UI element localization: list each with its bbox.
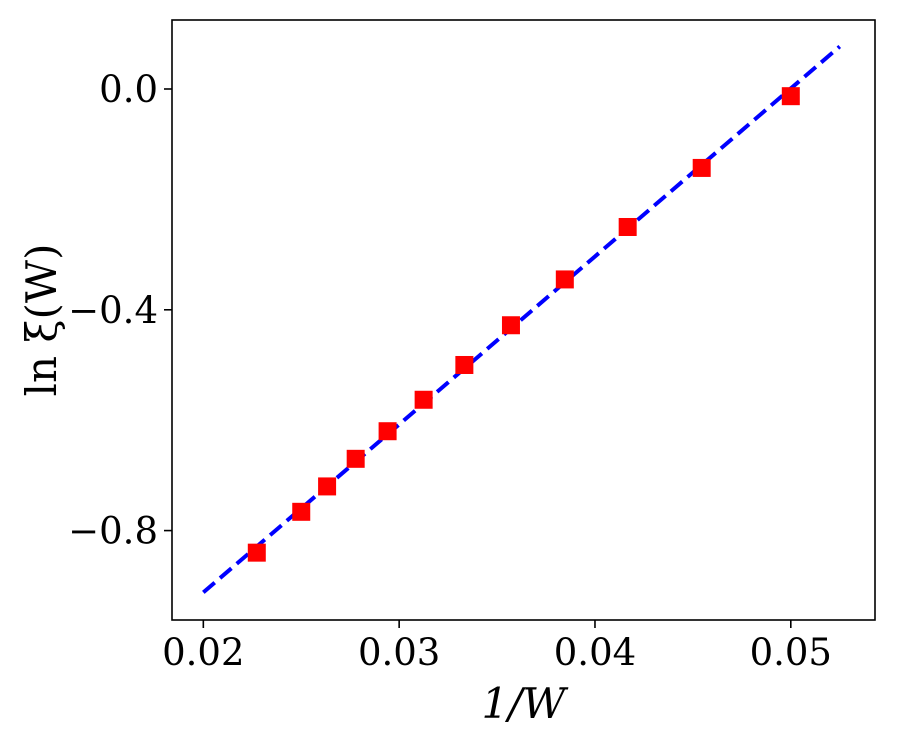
data-point [555,270,574,289]
x-tick-label: 0.02 [162,631,244,674]
y-tick-label: 0.0 [99,68,158,111]
data-point [781,87,800,106]
x-axis-label: 1/W [481,679,569,728]
data-point [455,355,474,374]
data-point [501,316,520,335]
data-point [247,543,266,562]
data-point [346,449,365,468]
data-point [414,390,433,409]
data-point [618,217,637,236]
fit-line [202,44,842,594]
plot-area [202,44,842,594]
plot-frame [171,19,876,621]
data-point [318,477,337,496]
y-tick-label: −0.8 [68,510,158,553]
x-tick-label: 0.05 [750,631,832,674]
data-point [292,502,311,521]
y-axis-label: ln ξ(W) [17,244,66,397]
x-tick-label: 0.03 [358,631,440,674]
y-tick-label: −0.4 [68,289,158,332]
data-point [378,422,397,441]
data-point [692,158,711,177]
axes: 0.02 0.03 0.04 0.05 0.0 −0.4 −0.8 1/W ln ξ(W) [17,19,876,728]
x-tick-label: 0.04 [554,631,636,674]
